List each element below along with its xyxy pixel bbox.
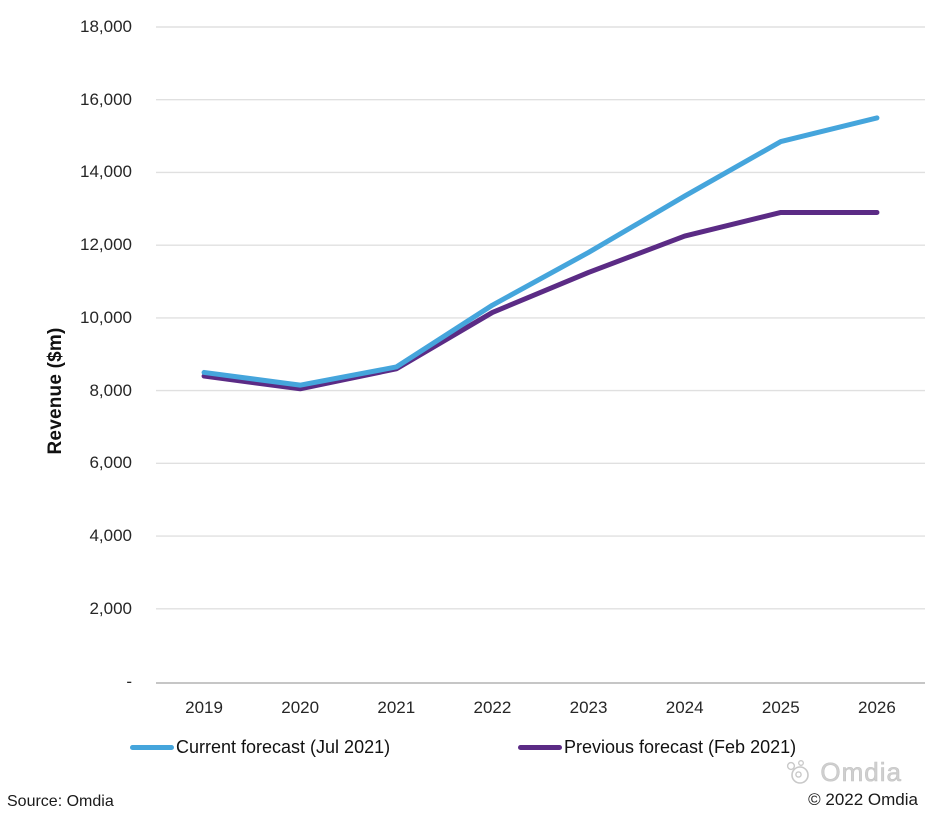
source-note: Source: Omdia xyxy=(7,793,114,810)
legend-label-current-forecast: Current forecast (Jul 2021) xyxy=(176,736,391,757)
y-tick-label: 14,000 xyxy=(80,162,132,182)
x-tick-label: 2023 xyxy=(569,698,608,717)
y-tick-label: 16,000 xyxy=(80,89,132,109)
x-tick-label: 2022 xyxy=(473,698,512,717)
omdia-logo-icon xyxy=(787,760,810,784)
legend-marker-previous-forecast xyxy=(518,744,562,750)
y-tick-label: 18,000 xyxy=(80,17,132,36)
legend-label-previous-forecast: Previous forecast (Feb 2021) xyxy=(564,736,797,757)
y-tick-label: 10,000 xyxy=(80,307,132,327)
series-line-0 xyxy=(201,115,880,388)
x-tick-label: 2025 xyxy=(761,698,800,717)
legend-marker-current-forecast xyxy=(130,744,174,750)
omdia-logo: Omdia xyxy=(784,757,902,787)
x-tick-label: 2021 xyxy=(377,698,416,717)
legend-item-previous-forecast: Previous forecast (Feb 2021) xyxy=(518,735,796,759)
omdia-logo-text: Omdia xyxy=(820,757,902,787)
x-tick-label: 2024 xyxy=(665,698,704,717)
y-tick-label: 2,000 xyxy=(89,598,132,618)
y-tick-label: 8,000 xyxy=(89,380,132,400)
x-tick-label: 2026 xyxy=(858,698,896,717)
y-tick-label: 6,000 xyxy=(89,453,132,473)
x-tick-label: 2020 xyxy=(281,698,320,717)
x-tick-label: 2019 xyxy=(185,698,223,717)
legend-item-current-forecast: Current forecast (Jul 2021) xyxy=(130,735,390,759)
brand-block: Omdia © 2022 Omdia xyxy=(784,757,918,810)
y-tick-label: - xyxy=(126,671,132,691)
series-line-1 xyxy=(201,209,880,392)
copyright: © 2022 Omdia xyxy=(808,790,918,809)
y-tick-label: 4,000 xyxy=(89,526,132,546)
y-tick-label: 12,000 xyxy=(80,235,132,255)
